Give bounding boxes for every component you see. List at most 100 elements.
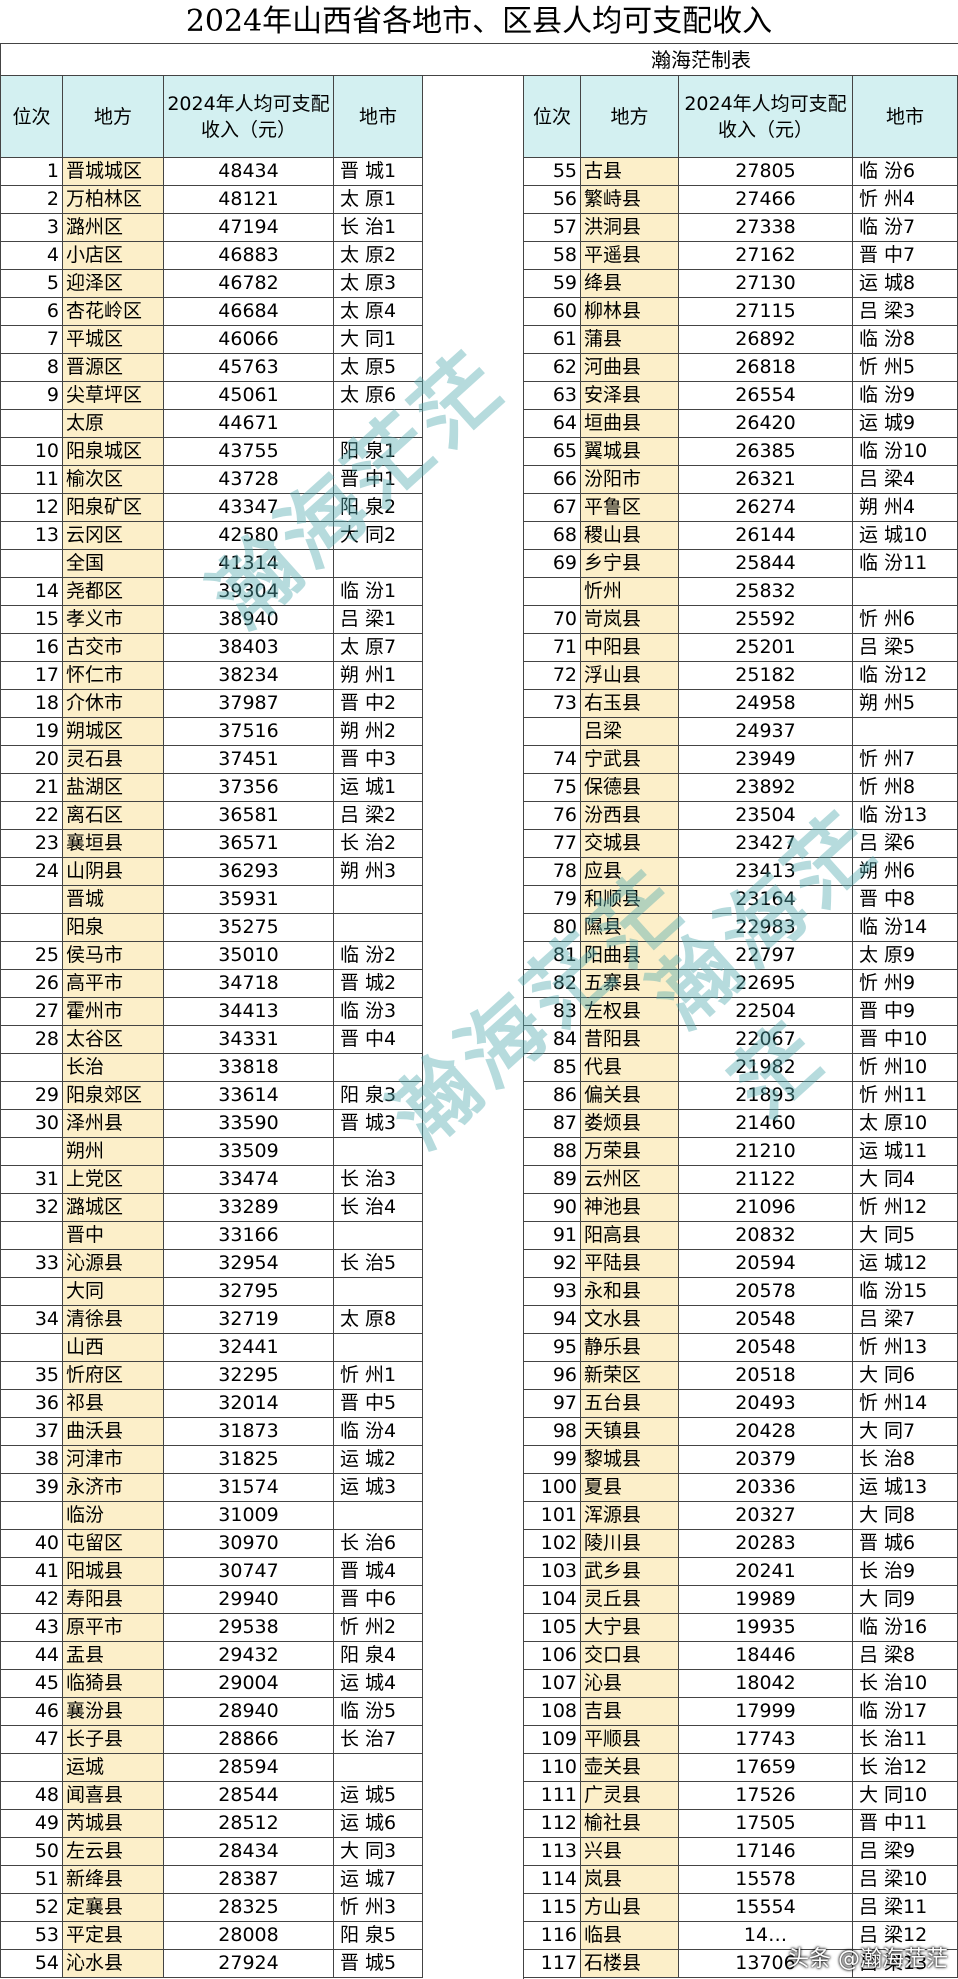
place-cell: 定襄县 xyxy=(63,1894,164,1922)
place-cell: 云州区 xyxy=(581,1166,679,1194)
income-cell: 26385 xyxy=(679,438,853,466)
city-cell: 朔 州6 xyxy=(853,858,958,886)
income-cell: 17526 xyxy=(679,1782,853,1810)
income-cell: 29538 xyxy=(164,1614,334,1642)
city-cell: 长 治12 xyxy=(853,1754,958,1782)
city-cell xyxy=(334,410,423,438)
header-cell: 地市 xyxy=(853,76,958,158)
place-cell: 阳城县 xyxy=(63,1558,164,1586)
rank-cell: 86 xyxy=(524,1082,581,1110)
income-cell: 20327 xyxy=(679,1502,853,1530)
rank-cell: 2 xyxy=(0,186,63,214)
place-cell: 浮山县 xyxy=(581,662,679,690)
income-cell: 24958 xyxy=(679,690,853,718)
rank-cell xyxy=(0,1222,63,1250)
rank-cell: 47 xyxy=(0,1726,63,1754)
place-cell: 祁县 xyxy=(63,1390,164,1418)
income-cell: 31574 xyxy=(164,1474,334,1502)
rank-cell: 34 xyxy=(0,1306,63,1334)
city-cell: 忻 州9 xyxy=(853,970,958,998)
place-cell: 陵川县 xyxy=(581,1530,679,1558)
rank-cell: 111 xyxy=(524,1782,581,1810)
city-cell: 吕 梁6 xyxy=(853,830,958,858)
income-cell: 20379 xyxy=(679,1446,853,1474)
rank-cell: 3 xyxy=(0,214,63,242)
city-cell: 晋 中7 xyxy=(853,242,958,270)
rank-cell: 56 xyxy=(524,186,581,214)
rank-cell: 39 xyxy=(0,1474,63,1502)
income-cell: 45763 xyxy=(164,354,334,382)
income-cell: 15554 xyxy=(679,1894,853,1922)
rank-cell: 15 xyxy=(0,606,63,634)
place-cell: 沁水县 xyxy=(63,1950,164,1978)
city-cell xyxy=(334,550,423,578)
city-cell: 忻 州4 xyxy=(853,186,958,214)
place-cell: 保德县 xyxy=(581,774,679,802)
rank-cell xyxy=(0,1334,63,1362)
city-cell: 吕 梁10 xyxy=(853,1866,958,1894)
income-cell: 32295 xyxy=(164,1362,334,1390)
place-cell: 隰县 xyxy=(581,914,679,942)
rank-cell: 76 xyxy=(524,802,581,830)
place-cell: 广灵县 xyxy=(581,1782,679,1810)
place-cell: 霍州市 xyxy=(63,998,164,1026)
city-cell: 晋 中5 xyxy=(334,1390,423,1418)
place-cell: 右玉县 xyxy=(581,690,679,718)
city-cell: 运 城5 xyxy=(334,1782,423,1810)
place-cell: 山西 xyxy=(63,1334,164,1362)
rank-cell: 27 xyxy=(0,998,63,1026)
city-cell: 临 汾3 xyxy=(334,998,423,1026)
city-cell: 临 汾6 xyxy=(853,158,958,186)
rank-cell: 88 xyxy=(524,1138,581,1166)
rank-cell: 26 xyxy=(0,970,63,998)
place-cell: 安泽县 xyxy=(581,382,679,410)
city-cell: 运 城2 xyxy=(334,1446,423,1474)
rank-cell: 116 xyxy=(524,1922,581,1950)
place-cell: 古县 xyxy=(581,158,679,186)
place-cell: 万荣县 xyxy=(581,1138,679,1166)
income-cell: 28594 xyxy=(164,1754,334,1782)
rank-cell: 106 xyxy=(524,1642,581,1670)
city-cell: 长 治7 xyxy=(334,1726,423,1754)
rank-cell: 109 xyxy=(524,1726,581,1754)
place-cell: 交城县 xyxy=(581,830,679,858)
place-cell: 阳泉 xyxy=(63,914,164,942)
income-cell: 22983 xyxy=(679,914,853,942)
place-cell: 临汾 xyxy=(63,1502,164,1530)
place-cell: 岢岚县 xyxy=(581,606,679,634)
place-cell: 蒲县 xyxy=(581,326,679,354)
city-cell: 临 汾16 xyxy=(853,1614,958,1642)
income-cell: 26321 xyxy=(679,466,853,494)
place-cell: 太谷区 xyxy=(63,1026,164,1054)
income-cell: 35931 xyxy=(164,886,334,914)
place-cell: 垣曲县 xyxy=(581,410,679,438)
rank-cell xyxy=(0,410,63,438)
rank-cell xyxy=(0,1502,63,1530)
income-cell: 47194 xyxy=(164,214,334,242)
rank-cell: 60 xyxy=(524,298,581,326)
income-cell: 32795 xyxy=(164,1278,334,1306)
rank-cell: 36 xyxy=(0,1390,63,1418)
income-cell: 21982 xyxy=(679,1054,853,1082)
city-cell: 阳 泉5 xyxy=(334,1922,423,1950)
city-cell: 忻 州8 xyxy=(853,774,958,802)
income-cell: 17743 xyxy=(679,1726,853,1754)
income-cell: 28866 xyxy=(164,1726,334,1754)
city-cell: 忻 州14 xyxy=(853,1390,958,1418)
city-cell: 忻 州7 xyxy=(853,746,958,774)
income-cell: 29432 xyxy=(164,1642,334,1670)
rank-cell xyxy=(0,1278,63,1306)
rank-cell: 41 xyxy=(0,1558,63,1586)
city-cell: 晋 中10 xyxy=(853,1026,958,1054)
place-cell: 临县 xyxy=(581,1922,679,1950)
income-cell: 39304 xyxy=(164,578,334,606)
place-cell: 繁峙县 xyxy=(581,186,679,214)
income-cell: 43728 xyxy=(164,466,334,494)
place-cell: 夏县 xyxy=(581,1474,679,1502)
place-cell: 上党区 xyxy=(63,1166,164,1194)
city-cell: 晋 中2 xyxy=(334,690,423,718)
place-cell: 襄汾县 xyxy=(63,1698,164,1726)
city-cell: 晋 中11 xyxy=(853,1810,958,1838)
income-cell: 20594 xyxy=(679,1250,853,1278)
rank-cell: 19 xyxy=(0,718,63,746)
